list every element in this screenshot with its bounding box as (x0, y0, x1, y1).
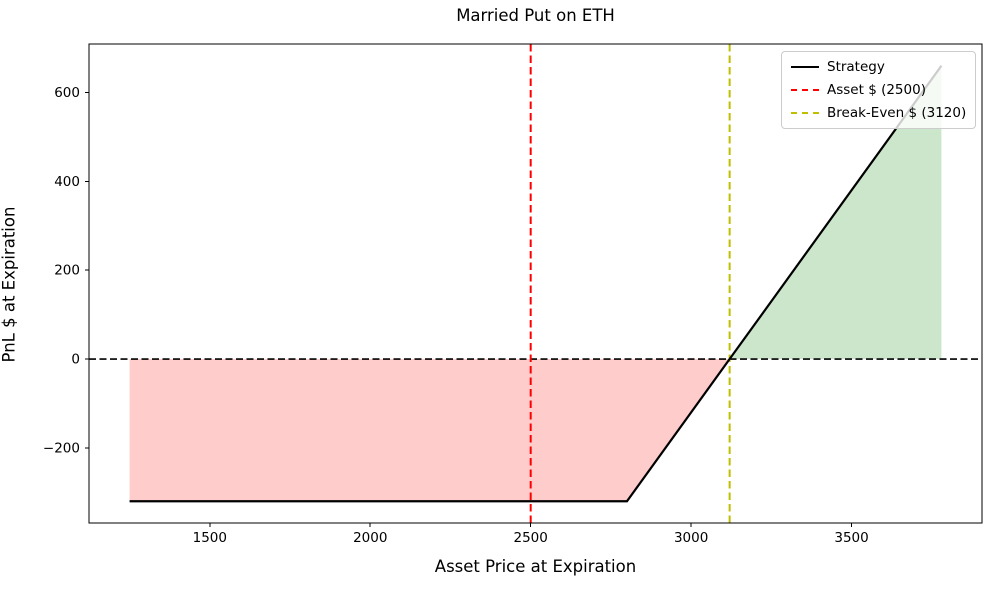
strategy-line (129, 65, 943, 503)
legend: Strategy Asset $ (2500) Break-Even $ (31… (781, 51, 977, 129)
strategy-line-swatch (791, 66, 819, 68)
break-even-line-swatch (791, 112, 819, 114)
y-tick-label-200: 200 (54, 263, 80, 279)
y-tick-label-0: 0 (71, 352, 80, 368)
y-tick-label--200: −200 (43, 440, 80, 456)
legend-item-break-even: Break-Even $ (3120) (791, 105, 966, 121)
legend-label: Asset $ (2500) (827, 82, 926, 98)
y-axis-label: PnL $ at Expiration (0, 206, 19, 363)
x-tick-label-3500: 3500 (834, 530, 868, 546)
loss-region-fill (129, 359, 730, 502)
x-tick-label-1500: 1500 (193, 530, 227, 546)
legend-item-asset-price: Asset $ (2500) (791, 82, 966, 98)
legend-label: Strategy (827, 59, 885, 75)
legend-item-strategy: Strategy (791, 59, 966, 75)
axes-spines (88, 43, 983, 524)
x-tick-label-2000: 2000 (353, 530, 387, 546)
chart-title: Married Put on ETH (456, 6, 615, 25)
y-tick-label-600: 600 (54, 85, 80, 101)
legend-label: Break-Even $ (3120) (827, 105, 967, 121)
x-tick-label-3000: 3000 (674, 530, 708, 546)
x-tick-label-2500: 2500 (514, 530, 548, 546)
x-axis-label: Asset Price at Expiration (434, 557, 637, 576)
asset-price-line-swatch (791, 89, 819, 91)
y-tick-label-400: 400 (54, 174, 80, 190)
